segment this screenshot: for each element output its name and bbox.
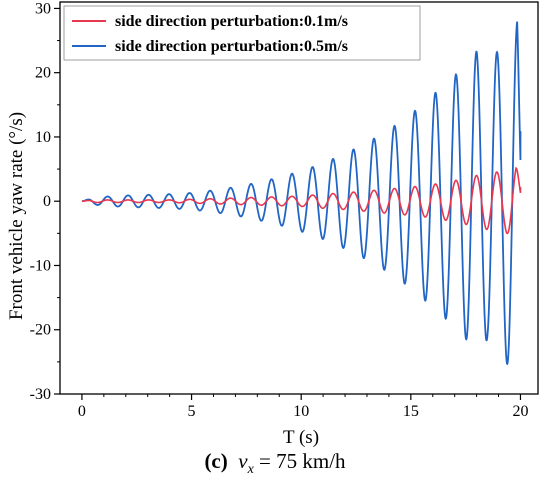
y-axis-title: Front vehicle yaw rate (°/s) (6, 112, 27, 320)
y-axis: -30 -20 -10 0 10 20 30 (30, 0, 60, 403)
plot-frame (59, 1, 539, 395)
x-axis: 0 5 10 15 20 (78, 394, 528, 420)
x-tick-label: 5 (188, 403, 196, 420)
x-tick-label: 15 (403, 403, 419, 420)
caption-variable: v (238, 449, 248, 473)
figure-caption: (c) vx = 75 km/h (0, 449, 550, 478)
legend-label-series-1: side direction perturbation:0.1m/s (115, 13, 348, 30)
caption-prefix: (c) (204, 449, 228, 473)
series-layer (81, 21, 522, 366)
y-tick-label: 10 (35, 129, 51, 146)
y-tick-label: -20 (30, 322, 51, 339)
x-tick-label: 20 (512, 403, 528, 420)
chart: -30 -20 -10 0 10 20 30 0 5 10 15 20 T (s) Front ve… (6, 0, 539, 448)
y-tick-label: -10 (30, 257, 51, 274)
y-tick-label: 20 (35, 65, 51, 82)
legend-label-series-2: side direction perturbation:0.5m/s (115, 38, 348, 55)
y-tick-label: 30 (35, 0, 51, 17)
x-tick-label: 10 (293, 403, 309, 420)
y-tick-label: 0 (43, 193, 51, 210)
x-axis-title: T (s) (283, 427, 319, 448)
x-tick-label: 0 (78, 403, 86, 420)
y-tick-label: -30 (30, 386, 51, 403)
series-line-2 (81, 21, 522, 366)
legend-box (63, 5, 421, 61)
series-line-1 (81, 166, 522, 235)
caption-subscript: x (247, 462, 254, 478)
caption-value: = 75 km/h (253, 449, 346, 473)
legend: side direction perturbation:0.1m/s side … (63, 5, 421, 61)
